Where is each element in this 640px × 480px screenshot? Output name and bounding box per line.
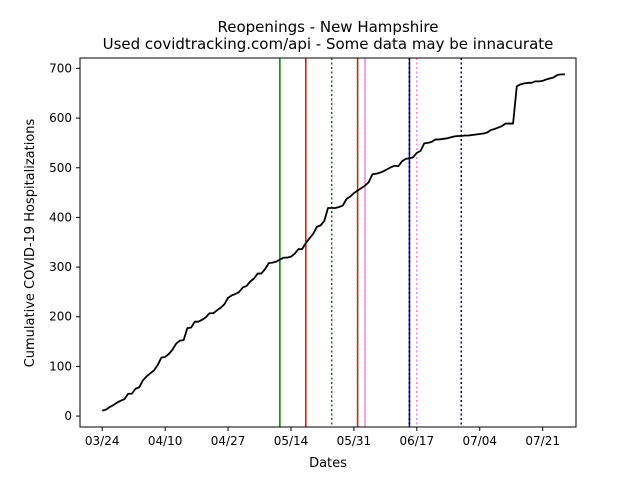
- y-tick-label: 0: [64, 409, 72, 423]
- chart-title: Reopenings - New Hampshire: [217, 18, 438, 36]
- chart-subtitle: Used covidtracking.com/api - Some data m…: [103, 35, 554, 53]
- y-axis-label: Cumulative COVID-19 Hospitalizations: [23, 118, 38, 367]
- plot-area: 03/24 04/10 04/27 05/14 05/31 06/17 07/04 07/21…: [49, 57, 577, 448]
- x-tick-label: 03/24: [85, 434, 120, 448]
- y-tick-label: 200: [49, 310, 72, 324]
- y-tick-label: 700: [49, 61, 72, 75]
- y-tick-label: 500: [49, 161, 72, 175]
- x-tick-label: 07/04: [462, 434, 497, 448]
- y-tick-label: 300: [49, 260, 72, 274]
- x-tick-label: 06/17: [400, 434, 435, 448]
- x-tick-label: 05/31: [337, 434, 372, 448]
- y-tick-label: 600: [49, 111, 72, 125]
- x-tick-label: 07/21: [525, 434, 560, 448]
- axes-frame: [79, 57, 577, 428]
- y-tick-label: 400: [49, 210, 72, 224]
- series-line-1: [101, 73, 565, 412]
- x-tick-label: 04/27: [211, 434, 246, 448]
- y-tick-label: 100: [49, 359, 72, 373]
- x-tick-label: 04/10: [148, 434, 183, 448]
- x-axis-label: Dates: [309, 456, 347, 471]
- x-tick-label: 05/14: [274, 434, 309, 448]
